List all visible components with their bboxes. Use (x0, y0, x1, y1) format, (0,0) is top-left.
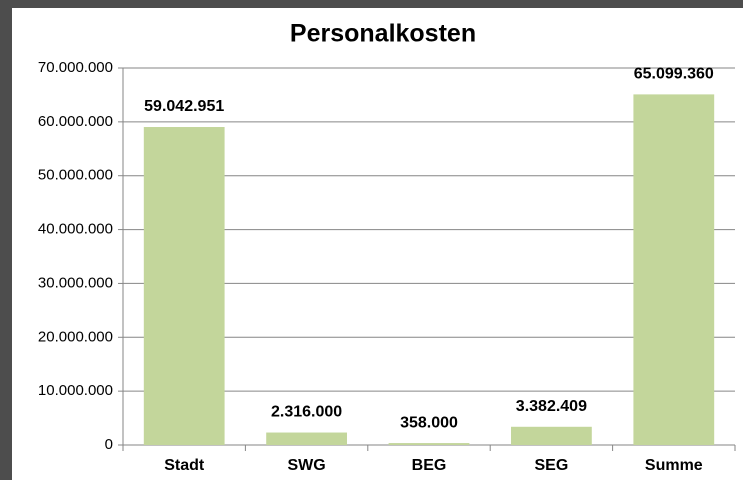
y-tick-label: 10.000.000 (38, 382, 113, 399)
y-tick-label: 60.000.000 (38, 113, 113, 130)
value-label: 59.042.951 (144, 98, 224, 115)
value-label: 3.382.409 (516, 398, 587, 415)
y-tick-label: 0 (105, 436, 113, 453)
x-tick-label: SEG (535, 457, 569, 474)
chart-title: Personalkosten (290, 20, 476, 48)
bar (633, 94, 715, 446)
bar (143, 127, 225, 445)
x-tick-label: BEG (412, 457, 447, 474)
chart-background (12, 8, 743, 480)
value-label: 2.316.000 (271, 404, 342, 421)
x-tick-label: Summe (645, 457, 703, 474)
y-tick-label: 20.000.000 (38, 328, 113, 345)
y-tick-label: 50.000.000 (38, 167, 113, 184)
bar (388, 443, 470, 445)
value-label: 358.000 (400, 414, 458, 431)
bar (266, 432, 347, 445)
y-tick-label: 70.000.000 (38, 59, 113, 76)
x-tick-label: SWG (287, 457, 325, 474)
x-tick-label: Stadt (164, 457, 205, 474)
value-label: 65.099.360 (634, 66, 714, 83)
y-tick-label: 30.000.000 (38, 274, 113, 291)
y-tick-label: 40.000.000 (38, 221, 113, 238)
bar (511, 426, 592, 445)
